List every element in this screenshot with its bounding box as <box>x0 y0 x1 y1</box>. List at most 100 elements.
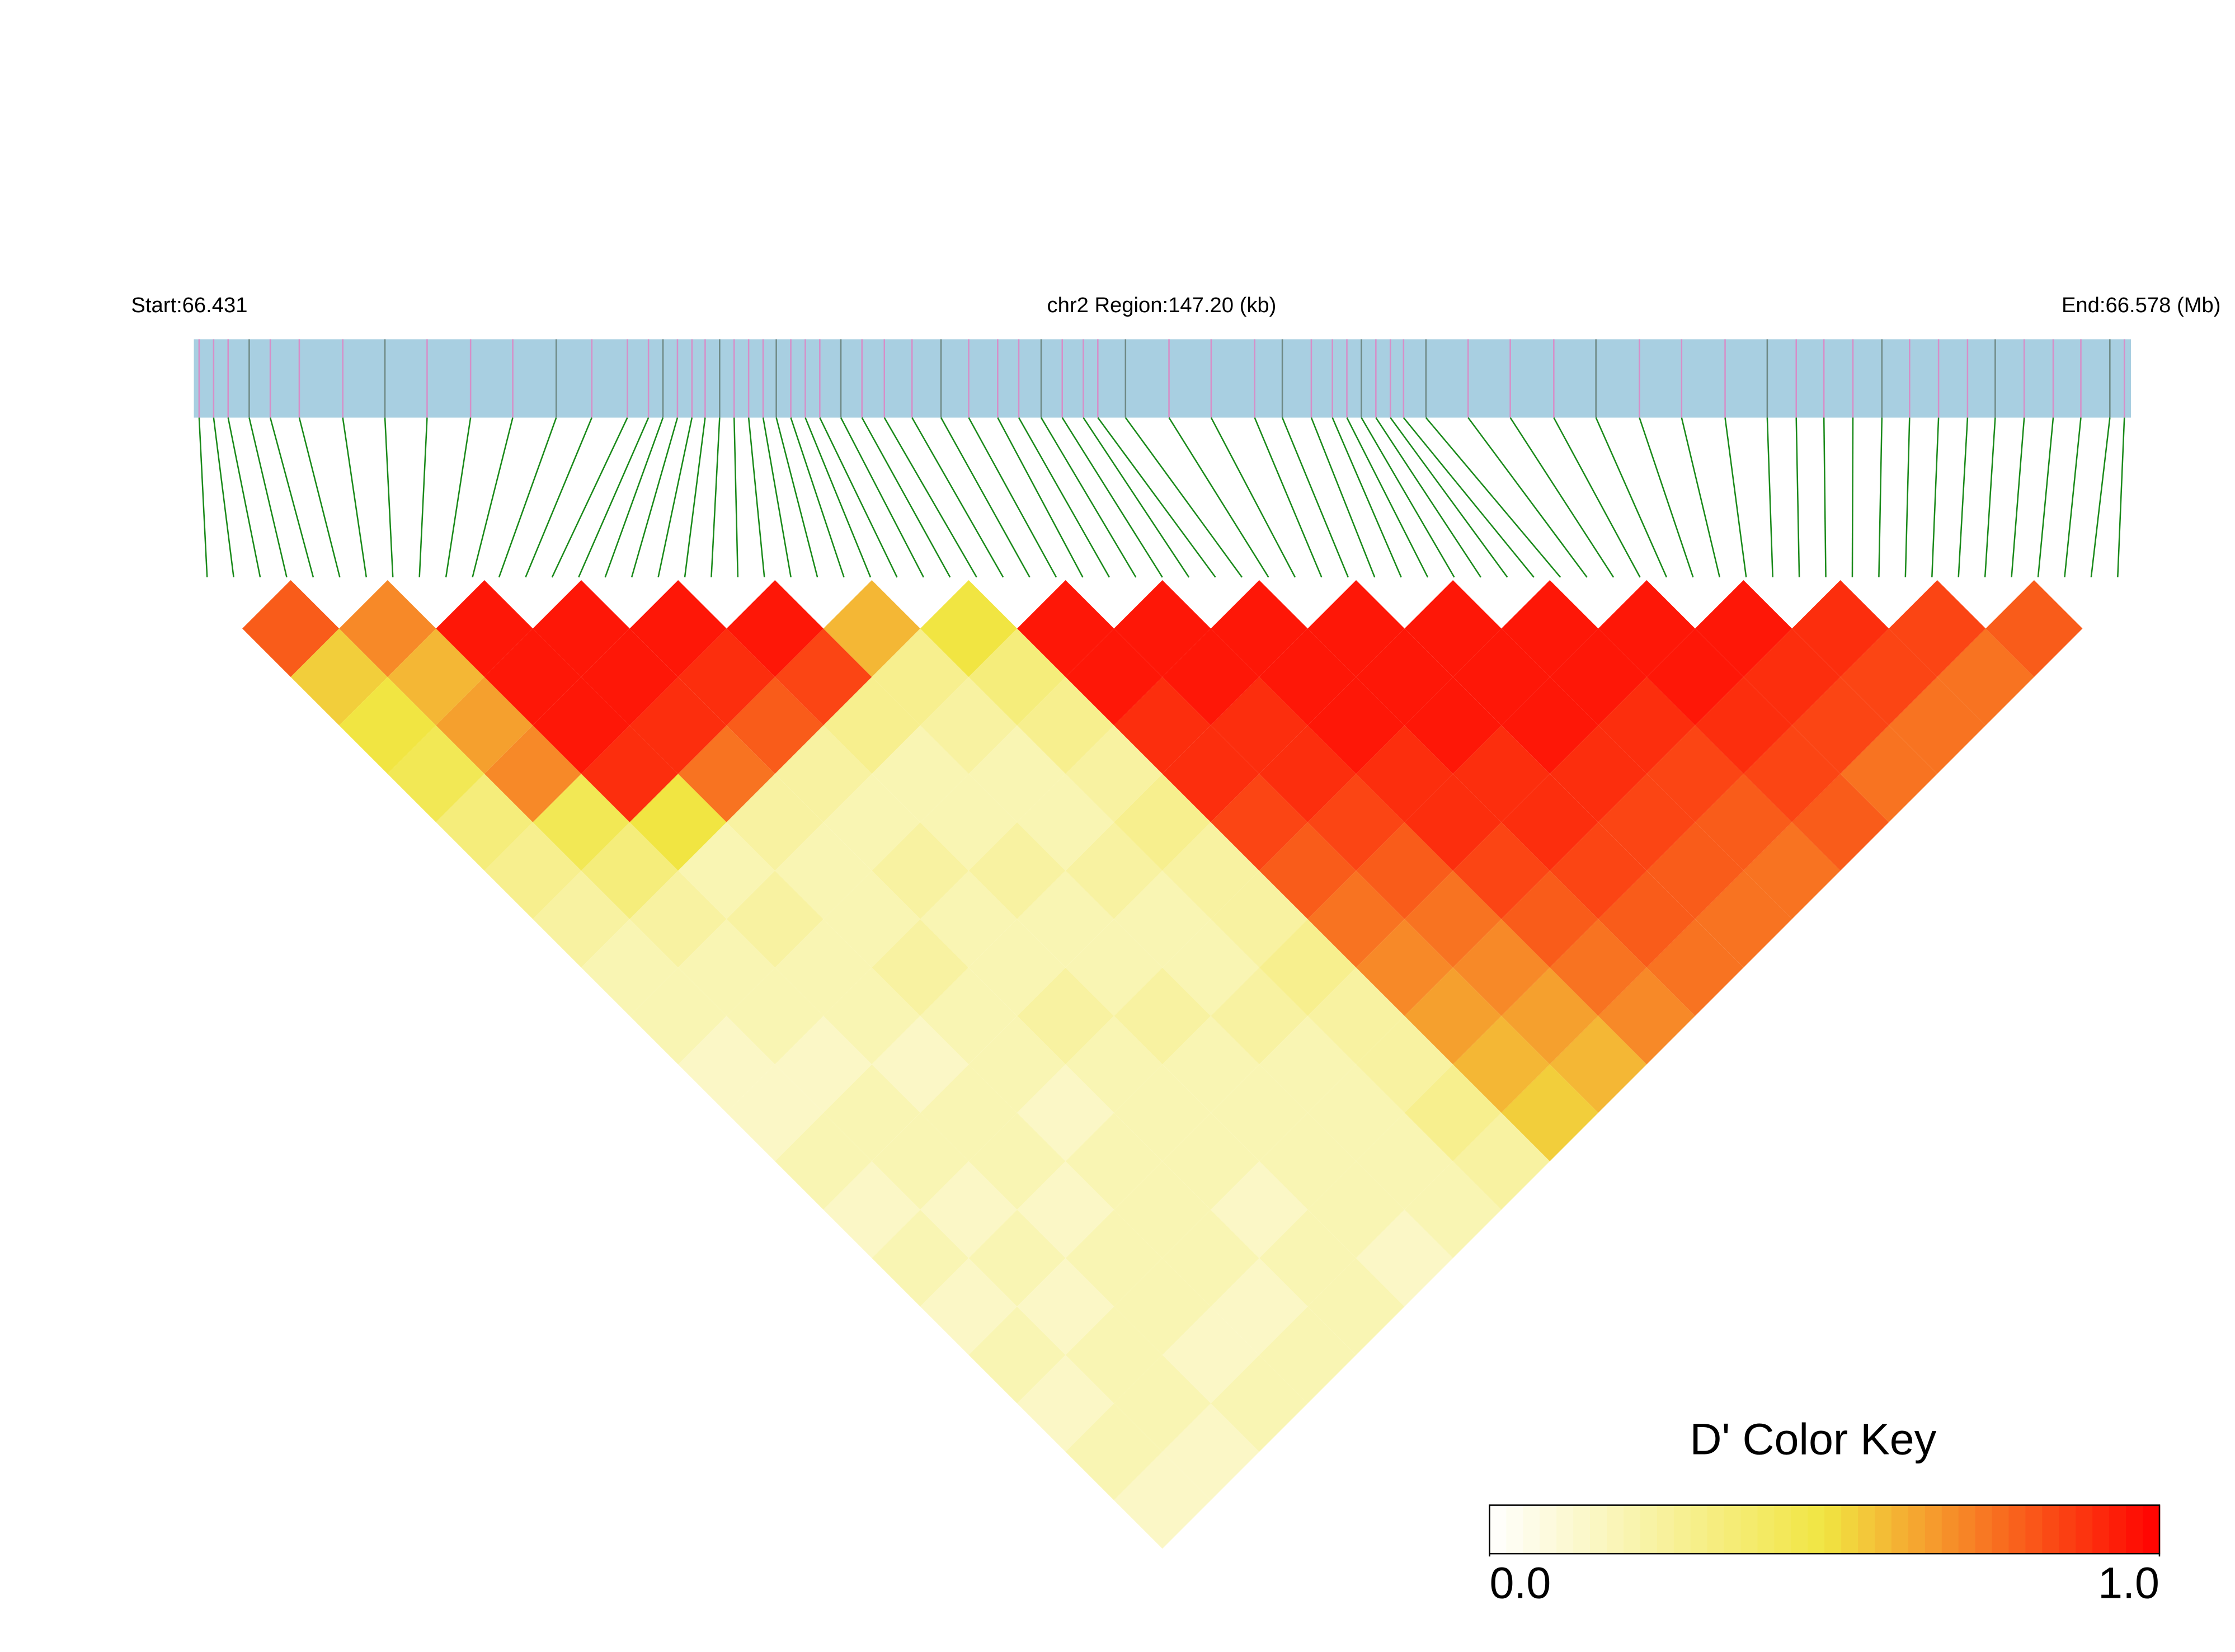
snp-link <box>2037 417 2054 578</box>
ld-cell <box>1792 580 1889 677</box>
ld-cell <box>1017 677 1114 774</box>
snp-link <box>2117 417 2125 577</box>
ld-cell <box>1065 1113 1163 1210</box>
snp-link <box>747 417 765 578</box>
snp-link <box>298 417 341 578</box>
color-key-step <box>1992 1505 2010 1554</box>
snp-link <box>1061 417 1163 578</box>
snp-link <box>657 417 693 578</box>
snp-link <box>733 417 739 577</box>
ld-cell <box>1259 628 1357 726</box>
snp-link <box>940 417 1031 578</box>
snp-link <box>775 417 818 578</box>
color-key-step <box>2109 1505 2127 1554</box>
ld-cell <box>387 628 484 726</box>
ld-cell <box>1259 725 1357 822</box>
ld-cell <box>1646 919 1744 1016</box>
ld-cell <box>1114 580 1211 677</box>
ld-cell <box>1065 1016 1163 1113</box>
ld-cell <box>1889 580 1986 677</box>
ld-cell <box>1501 967 1598 1065</box>
snp-link <box>1851 417 1854 577</box>
snp-link <box>269 417 314 578</box>
ld-cell <box>775 1113 872 1210</box>
color-key-step <box>2042 1505 2060 1554</box>
ld-cell <box>1259 1016 1357 1113</box>
ld-cell <box>968 919 1066 1016</box>
ld-cell <box>775 822 872 919</box>
ld-cell <box>1259 1113 1357 1210</box>
color-key-step <box>1941 1505 1959 1554</box>
ld-cell <box>1501 580 1598 677</box>
snp-link <box>968 417 1057 578</box>
ld-cell <box>1065 628 1163 726</box>
ld-cell <box>920 1258 1018 1356</box>
snp-link <box>472 417 514 578</box>
color-key-step <box>1925 1505 1943 1554</box>
snp-link <box>1331 417 1402 578</box>
snp-link <box>1766 417 1773 577</box>
ld-cell <box>1307 580 1405 677</box>
color-key-step <box>1808 1505 1825 1554</box>
color-key-step <box>1590 1505 1608 1554</box>
color-key-step <box>1891 1505 1909 1554</box>
ld-cell <box>629 870 727 968</box>
snp-link <box>1083 417 1190 578</box>
snp-link <box>883 417 977 578</box>
color-key-step <box>1640 1505 1658 1554</box>
ld-cell <box>1017 870 1114 968</box>
ld-cell <box>1743 725 1841 822</box>
ld-cell <box>1501 677 1598 774</box>
snp-link <box>1823 417 1827 577</box>
snp-link <box>1467 417 1588 578</box>
color-key-step <box>2076 1505 2093 1554</box>
color-key-step <box>1707 1505 1725 1554</box>
color-key-label: 1.0 <box>2098 1559 2159 1608</box>
color-key-frame <box>1489 1504 2161 1555</box>
ld-cell <box>1259 1209 1357 1307</box>
ld-cell <box>581 919 679 1016</box>
snp-link <box>1375 417 1481 578</box>
ld-cell <box>1404 580 1502 677</box>
ld-cell <box>1065 725 1163 822</box>
ld-cell <box>1017 1161 1114 1258</box>
ld-cell <box>1017 774 1114 871</box>
snp-link <box>1958 417 1969 577</box>
ld-cell <box>1065 919 1163 1016</box>
snp-link <box>1390 417 1508 578</box>
color-key-step <box>1858 1505 1876 1554</box>
ld-cell <box>1356 1209 1453 1307</box>
ld-cell <box>1550 822 1647 919</box>
snp-link <box>630 417 679 578</box>
snp-link <box>684 417 706 578</box>
ld-cell <box>775 628 872 726</box>
ld-cell <box>1404 774 1502 871</box>
ld-cell <box>387 725 484 822</box>
ld-cell <box>1889 677 1986 774</box>
snp-link <box>1361 417 1455 578</box>
snp-link <box>711 417 721 577</box>
ld-cell <box>1501 1064 1598 1161</box>
ld-cell <box>1259 822 1357 919</box>
ld-cell <box>1550 725 1647 822</box>
ld-cell <box>1550 1016 1647 1113</box>
ld-cell <box>872 919 969 1016</box>
ld-cell <box>1453 1113 1550 1210</box>
ld-cell <box>1646 725 1744 822</box>
snp-link <box>1018 417 1111 578</box>
color-key-step <box>1540 1505 1558 1554</box>
snp-link <box>804 417 872 578</box>
color-key-step <box>1841 1505 1859 1554</box>
ld-cell <box>1017 1355 1114 1452</box>
color-key-step <box>2143 1505 2161 1554</box>
color-key-step <box>1908 1505 1926 1554</box>
ld-cell <box>1501 774 1598 871</box>
ld-cell <box>1695 677 1792 774</box>
ld-cell <box>1404 1161 1502 1258</box>
ld-cell <box>1404 870 1502 968</box>
ld-cell <box>678 822 775 919</box>
end-label: End:66.578 (Mb) <box>2062 293 2221 317</box>
color-key-step <box>1506 1505 1524 1554</box>
ld-cell <box>920 580 1018 677</box>
